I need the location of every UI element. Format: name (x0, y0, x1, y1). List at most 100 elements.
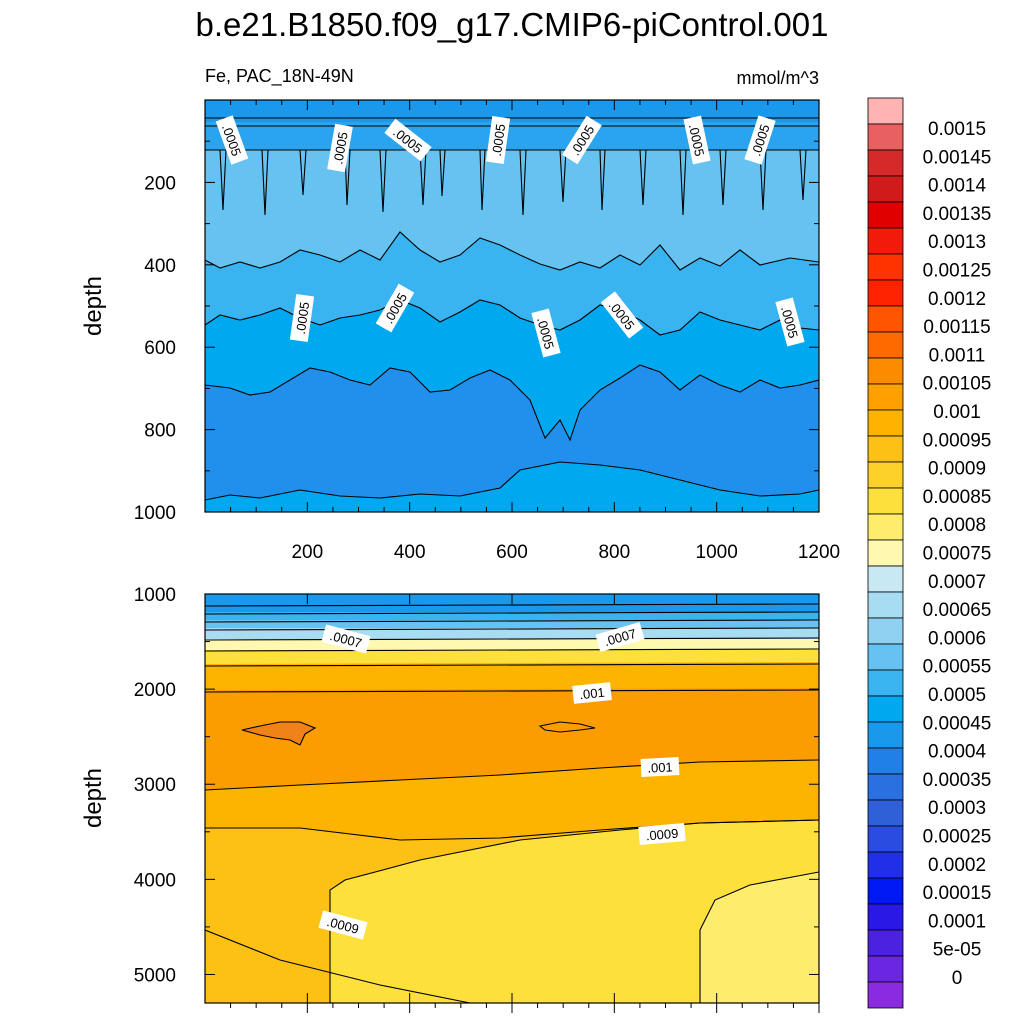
colorbar-label: 0.00145 (923, 147, 992, 168)
colorbar-box (867, 747, 904, 775)
chart-title: b.e21.B1850.f09_g17.CMIP6-piControl.001 (196, 6, 829, 43)
colorbar-box (867, 383, 904, 411)
upper-x-tick-label: 1000 (696, 542, 738, 563)
contour-label-text: .0005 (330, 131, 350, 166)
colorbar-box (867, 799, 904, 827)
contour-label-box (638, 823, 686, 845)
lower-y-tick-labels: 1000 2000 3000 4000 5000 (134, 585, 176, 986)
colorbar-box (867, 201, 904, 229)
contour-label-text: .0005 (686, 123, 707, 158)
contour-label-text: .001 (647, 759, 673, 775)
lower-panel: .0007 .0007 .001 .001 .0009 .0009 1000 2000 300… (80, 585, 820, 1013)
contour-label-box (384, 118, 432, 162)
contour-label-box (321, 624, 371, 654)
upper-panel: .0005.0005.0005.0005.0005.0005.0005.0005… (80, 99, 840, 563)
colorbar-box (867, 851, 904, 879)
upper-band-deep (205, 300, 819, 440)
variable-label: Fe, PAC_18N-49N (205, 66, 354, 87)
colorbar-box (867, 331, 904, 359)
colorbar-label: 0.0012 (928, 289, 986, 310)
upper-band-light (205, 150, 819, 270)
colorbar-label: 0.00085 (923, 487, 992, 508)
lower-contour-lines (205, 603, 819, 1003)
lower-band-blue2 (205, 612, 819, 622)
contour-label-text: .001 (579, 685, 606, 703)
colorbar-boxes (867, 97, 904, 1009)
lower-panel-fill (205, 594, 819, 1003)
colorbar-box (867, 97, 904, 125)
colorbar-label: 0.00045 (923, 713, 992, 734)
upper-x-tick-label: 800 (598, 542, 630, 563)
contour-label: .0007 (595, 622, 645, 652)
upper-y-tick-label: 400 (144, 256, 176, 277)
contour-label: .0005 (531, 308, 561, 358)
lower-contour-labels: .0007 .0007 .001 .001 .0009 .0009 (318, 622, 686, 940)
upper-x-tick-label: 400 (394, 542, 426, 563)
contour-label-box (215, 115, 249, 165)
colorbar-label: 0.00075 (923, 544, 992, 565)
lower-band-high-patch (242, 722, 315, 745)
colorbar-label: 0.00035 (923, 770, 992, 791)
contour-label-box (318, 910, 368, 940)
lower-band-blue3 (205, 620, 819, 630)
colorbar-label: 0.00055 (923, 657, 992, 678)
upper-contour-labels: .0005.0005.0005.0005.0005.0005.0005.0005… (215, 115, 805, 358)
contour-label-text: .0005 (489, 123, 508, 157)
colorbar-box (867, 461, 904, 489)
contour-label: .001 (572, 682, 612, 704)
colorbar-box (867, 929, 904, 957)
colorbar-box (867, 695, 904, 723)
upper-band-bottom-light (205, 462, 819, 512)
colorbar-label: 0.0013 (928, 232, 986, 253)
contour-label-text: .0005 (293, 301, 312, 335)
colorbar-label: 5e-05 (933, 940, 982, 961)
colorbar-label: 0.0011 (929, 345, 986, 366)
upper-y-tick-label: 200 (144, 173, 176, 194)
colorbar-box (867, 513, 904, 541)
colorbar-label: 0.00125 (923, 261, 992, 282)
lower-tick-marks (205, 593, 820, 1013)
colorbar-box (867, 357, 904, 385)
colorbar-box (867, 539, 904, 567)
contour-label-box (595, 622, 645, 652)
colorbar-label: 0.00065 (923, 600, 992, 621)
upper-y-axis-label: depth (80, 276, 107, 336)
colorbar-label: 0.0003 (928, 798, 986, 819)
colorbar-label: 0.0002 (928, 855, 986, 876)
contour-label-box (327, 123, 353, 173)
lower-band-amber (205, 760, 819, 840)
contour-label-box (640, 757, 680, 777)
upper-x-tick-label: 200 (291, 542, 323, 563)
lower-y-axis-label: depth (80, 768, 107, 828)
colorbar-box (867, 981, 904, 1009)
lower-band-lightest (700, 872, 819, 1003)
contour-label: .0005 (775, 297, 805, 347)
upper-x-tick-label: 600 (496, 542, 528, 563)
contour-label: .0005 (683, 115, 711, 165)
colorbar-label: 0.00115 (923, 317, 990, 338)
upper-y-tick-label: 800 (144, 421, 176, 442)
colorbar-label: 0.0006 (928, 628, 986, 649)
colorbar-box (867, 149, 904, 177)
colorbar-box (867, 643, 904, 671)
contour-label-box (375, 283, 415, 333)
colorbar-labels: 0.0015 0.00145 0.0014 0.00135 0.0013 0.00125 0… (923, 119, 992, 989)
upper-x-tick-label: 1200 (798, 542, 840, 563)
contour-label-box (572, 682, 612, 704)
colorbar-label: 0.00025 (923, 827, 992, 848)
contour-label-box (485, 115, 511, 165)
upper-contour-spikes (219, 149, 807, 216)
colorbar-box (867, 227, 904, 255)
colorbar-box (867, 721, 904, 749)
colorbar-label: 0 (952, 968, 963, 989)
colorbar-box (867, 591, 904, 619)
lower-band-yellow (205, 650, 819, 666)
lower-y-tick-label: 2000 (134, 680, 176, 701)
lower-y-tick-label: 1000 (134, 585, 176, 606)
colorbar-label: 0.0009 (928, 459, 986, 480)
colorbar-box (867, 669, 904, 697)
upper-y-tick-labels: 200 400 600 800 1000 (134, 173, 176, 524)
lower-y-tick-label: 4000 (134, 870, 176, 891)
colorbar-box (867, 487, 904, 515)
colorbar-label: 0.001 (933, 402, 981, 423)
